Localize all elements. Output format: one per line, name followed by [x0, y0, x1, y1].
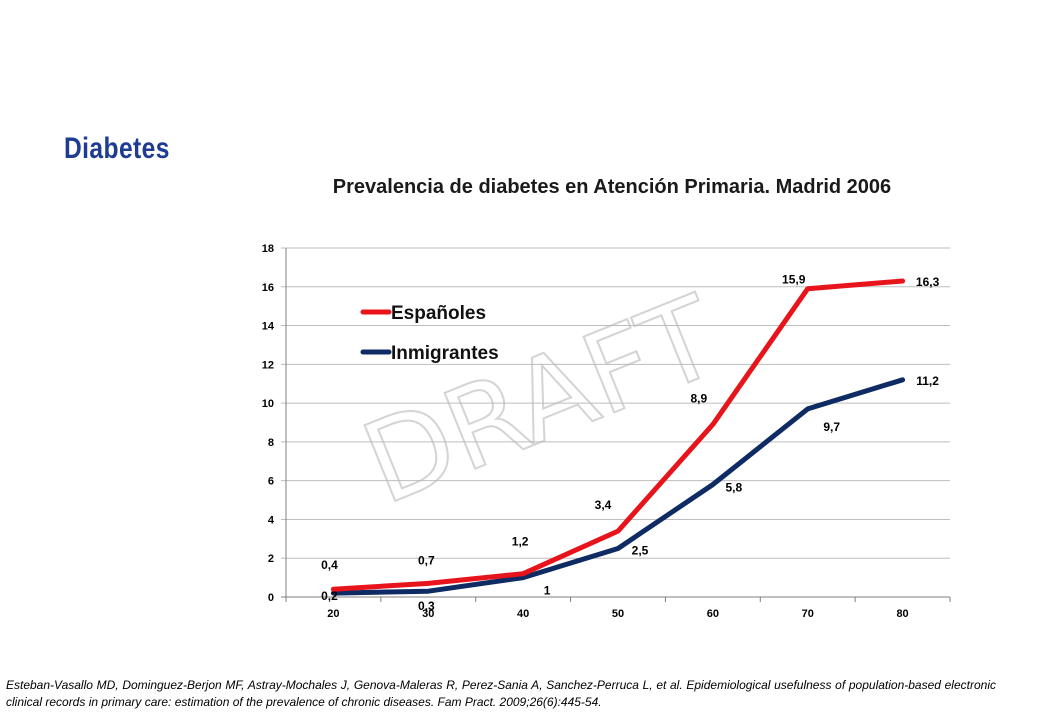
data-label: 3,4: [595, 498, 612, 512]
x-tick-label: 60: [707, 608, 719, 620]
y-tick-label: 18: [262, 243, 274, 255]
data-label: 1,2: [512, 535, 529, 549]
y-tick-label: 6: [268, 476, 274, 488]
series-line-inmigrantes: [330, 377, 906, 596]
x-tick-label: 70: [802, 608, 814, 620]
series-lines: [330, 278, 906, 596]
y-tick-label: 16: [262, 282, 274, 294]
legend-label: Españoles: [391, 303, 486, 324]
x-tick-label: 40: [517, 608, 529, 620]
data-label: 0,3: [418, 599, 435, 613]
slide-heading: Diabetes: [64, 132, 170, 165]
data-label: 2,5: [632, 544, 649, 558]
x-tick-label: 20: [327, 608, 339, 620]
y-tick-label: 8: [268, 437, 274, 449]
chart-title: Prevalencia de diabetes en Atención Prim…: [333, 176, 891, 198]
data-label: 8,9: [691, 391, 708, 405]
axes: 0 2 4 6 8 10 12 14 16 18 20 30 40 50 60 70 80: [262, 243, 951, 620]
y-tick-label: 10: [262, 398, 274, 410]
data-label: 11,2: [916, 374, 939, 388]
data-label: 0,7: [418, 553, 435, 567]
data-label: 1: [544, 584, 551, 598]
series-line-espa-oles: [330, 278, 906, 592]
x-tick-label: 50: [612, 608, 624, 620]
data-label: 9,7: [823, 420, 840, 434]
data-label: 0,4: [321, 558, 338, 572]
grid-lines: [281, 247, 950, 598]
data-label: 16,3: [916, 275, 940, 289]
y-tick-label: 0: [268, 592, 274, 604]
data-label: 5,8: [726, 481, 743, 495]
chart: DRAFT Prevalencia de diabetes en Atenció…: [262, 176, 951, 620]
y-tick-label: 4: [268, 514, 275, 526]
citation: Esteban-Vasallo MD, Dominguez-Berjon MF,…: [6, 678, 996, 709]
x-tick-label: 30: [422, 608, 434, 620]
y-tick-label: 12: [262, 359, 274, 371]
data-label: 15,9: [782, 273, 806, 287]
legend-label: Inmigrantes: [391, 343, 499, 364]
y-tick-label: 14: [262, 321, 275, 333]
x-tick-label: 80: [896, 608, 908, 620]
data-labels: 0,4 0,7 1,2 3,4 8,9 15,9 16,3 0,2 0,3 1 2,5 5,8 9,7 1…: [321, 273, 939, 613]
data-label: 0,2: [321, 589, 338, 603]
y-tick-label: 2: [268, 553, 274, 565]
legend: Españoles Inmigrantes: [360, 303, 499, 364]
